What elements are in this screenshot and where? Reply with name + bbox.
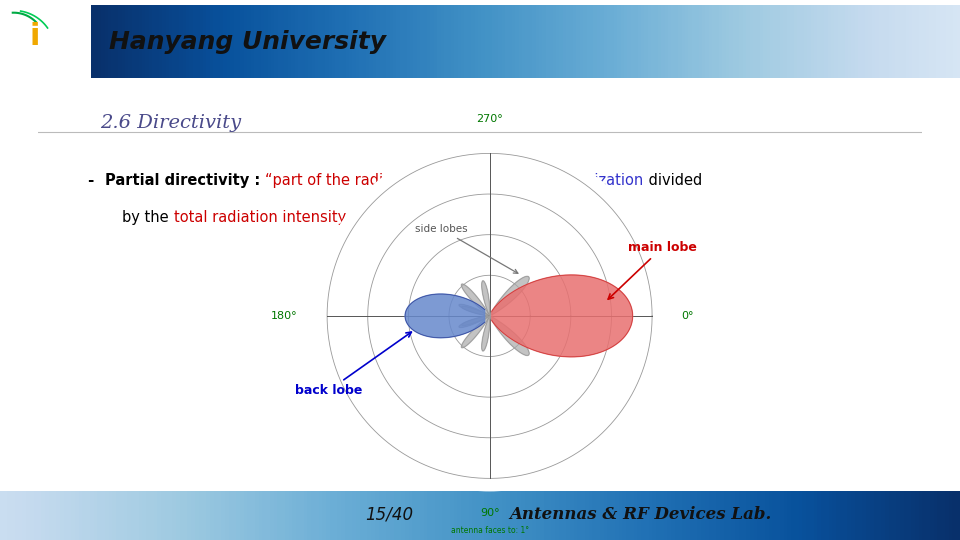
Polygon shape: [490, 276, 529, 316]
Text: “part of the radiation intensity: “part of the radiation intensity: [265, 173, 489, 188]
Polygon shape: [492, 275, 633, 357]
Polygon shape: [482, 316, 490, 351]
Text: 0°: 0°: [682, 311, 694, 321]
Polygon shape: [462, 306, 490, 316]
Polygon shape: [405, 294, 485, 338]
Text: averaged over: averaged over: [346, 210, 462, 225]
Text: Partial directivity :: Partial directivity :: [105, 173, 265, 188]
Text: 2.6 Directivity: 2.6 Directivity: [100, 114, 241, 132]
Polygon shape: [462, 316, 490, 348]
Text: Hanyang: Hanyang: [30, 65, 61, 71]
Polygon shape: [459, 316, 490, 327]
Text: main lobe: main lobe: [609, 241, 697, 299]
Text: to given: to given: [489, 173, 558, 188]
Text: back lobe: back lobe: [295, 332, 412, 397]
Text: by the: by the: [122, 210, 174, 225]
Text: 270°: 270°: [476, 114, 503, 124]
Text: 15/40: 15/40: [365, 506, 413, 524]
Text: all directions: all directions: [462, 210, 556, 225]
Polygon shape: [462, 316, 490, 326]
Text: i: i: [30, 22, 40, 51]
Text: polarization: polarization: [558, 173, 644, 188]
Text: Antennas & RF Devices Lab.: Antennas & RF Devices Lab.: [509, 506, 771, 523]
Text: 90°: 90°: [480, 508, 499, 518]
Polygon shape: [482, 281, 490, 316]
Text: divided: divided: [644, 173, 702, 188]
Text: -: -: [87, 173, 93, 188]
Text: ”: ”: [556, 210, 564, 225]
Polygon shape: [490, 316, 529, 355]
Text: side lobes: side lobes: [415, 224, 517, 273]
Text: Hanyang University: Hanyang University: [108, 30, 386, 54]
Text: total radiation intensity: total radiation intensity: [174, 210, 346, 225]
Text: 180°: 180°: [272, 311, 298, 321]
Text: antenna faces to: 1°: antenna faces to: 1°: [450, 526, 529, 535]
Polygon shape: [459, 305, 490, 316]
Polygon shape: [462, 284, 490, 316]
